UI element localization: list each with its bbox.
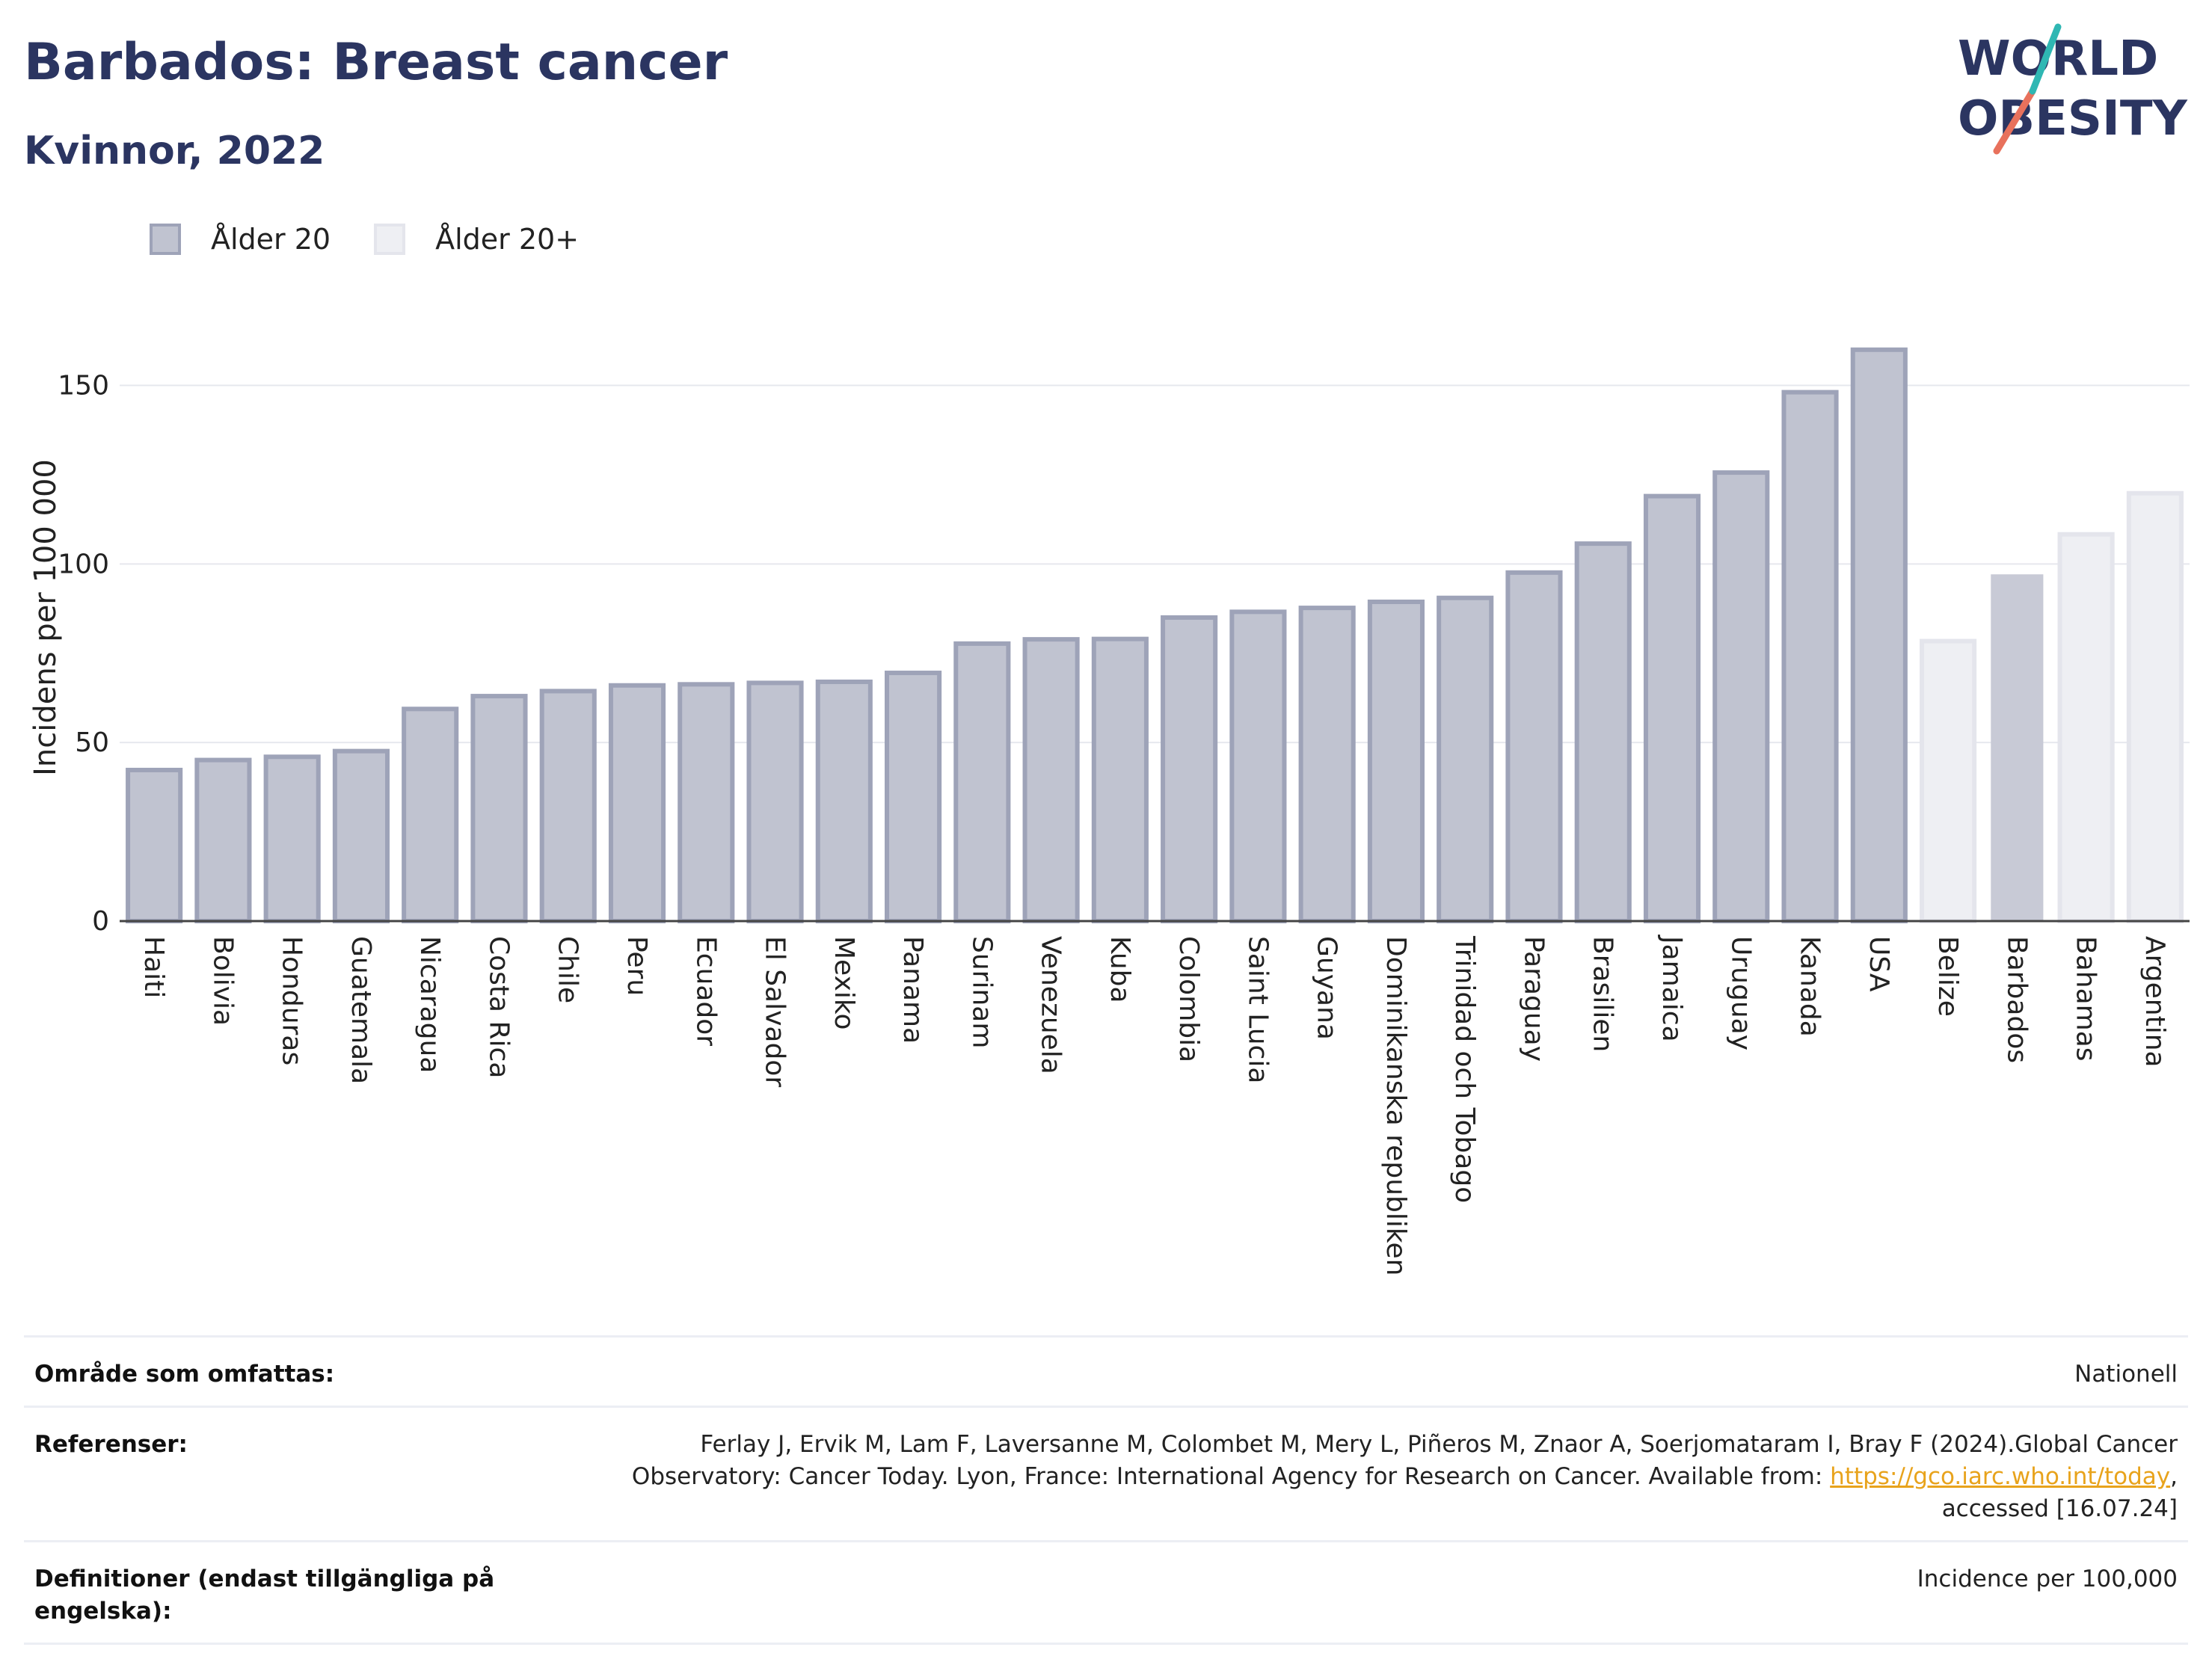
bar-surinam [953,641,1011,923]
x-tick-label: Nicaragua [414,936,445,1073]
x-tick-label: Honduras [277,936,307,1065]
x-tick-label: Costa Rica [483,936,514,1078]
page-title: Barbados: Breast cancer [24,33,728,92]
bar-usa [1850,347,1908,923]
x-tick-label: Saint Lucia [1242,936,1273,1083]
y-tick-label: 0 [92,906,109,937]
bar-bahamas [2057,532,2115,923]
x-tick-label: Panama [897,936,928,1044]
legend-label-age20plus: Ålder 20+ [435,223,580,256]
references-link[interactable]: https://gco.iarc.who.int/today [1830,1463,2171,1490]
legend-swatch-age20plus [374,224,406,255]
x-tick-label: Brasilien [1588,936,1618,1052]
bar-jamaica [1643,493,1701,924]
bar-saint-lucia [1229,609,1287,923]
y-tick-label: 50 [75,727,109,758]
bar-mexiko [815,679,873,923]
bar-paraguay [1505,570,1563,923]
logo-line2: OBESITY [1958,91,2187,147]
x-tick-label: Ecuador [690,936,721,1046]
x-tick-label: El Salvador [760,936,790,1087]
x-tick-label: Bahamas [2071,936,2101,1062]
x-tick-label: Kuba [1105,936,1135,1003]
footer-row-references: Referenser: Ferlay J, Ervik M, Lam F, La… [24,1406,2188,1540]
definitions-value: Incidence per 100,000 [1917,1566,2178,1592]
bar-belize [1920,638,1977,923]
x-tick-label: Mexiko [829,936,859,1029]
references-label: Referenser: [34,1431,188,1458]
x-tick-label: Jamaica [1656,935,1687,1042]
x-tick-label: Dominikanska republiken [1380,936,1411,1275]
bar-peru [608,683,666,923]
bar-guatemala [332,748,390,924]
x-tick-label: Kanada [1795,936,1825,1037]
x-tick-label: Paraguay [1518,936,1549,1062]
bar-dominikanska-republiken [1367,599,1425,923]
bar-honduras [263,754,321,923]
x-tick-label: Guatemala [345,936,376,1084]
x-tick-label: Trinidad och Tobago [1449,935,1480,1203]
bar-colombia [1161,615,1218,923]
y-tick-label: 100 [58,549,109,579]
bar-ecuador [678,682,735,923]
references-text: Ferlay J, Ervik M, Lam F, Laversanne M, … [631,1431,2178,1490]
bar-panama [885,671,942,923]
footer-metadata: Område som omfattas: Nationell Referense… [24,1335,2188,1645]
definitions-label: Definitioner (endast tillgängliga på eng… [34,1566,495,1625]
logo-slash-coral [1993,87,2036,155]
logo-slash-teal [2029,23,2062,95]
references-value: Ferlay J, Ervik M, Lam F, Laversanne M, … [570,1429,2178,1525]
y-axis-title: Incidens per 100 000 [28,459,63,776]
x-tick-label: Belize [1932,936,1963,1017]
x-tick-label: Venezuela [1036,936,1066,1074]
bar-kanada [1781,390,1839,923]
bar-brasilien [1574,541,1632,923]
bar-guyana [1298,606,1356,923]
x-tick-label: Surinam [966,936,997,1048]
footer-row-coverage: Område som omfattas: Nationell [24,1335,2188,1406]
bar-venezuela [1022,637,1080,923]
coverage-label: Område som omfattas: [34,1361,335,1388]
x-tick-label: Guyana [1312,936,1342,1040]
legend-swatch-age20 [150,224,181,255]
bar-kuba [1091,636,1149,923]
legend-item-age20plus[interactable]: Ålder 20+ [374,223,579,256]
coverage-value: Nationell [2074,1361,2178,1388]
page-subtitle: Kvinnor, 2022 [24,129,325,173]
x-tick-label: Bolivia [207,936,238,1026]
bar-trinidad-och-tobago [1437,595,1494,923]
legend-label-age20: Ålder 20 [211,223,331,256]
legend: Ålder 20 Ålder 20+ [150,223,622,256]
logo-line1: WORLD [1958,31,2158,87]
x-tick-label: Peru [621,936,652,996]
x-tick-label: Haiti [138,936,169,998]
bar-el-salvador [746,680,804,923]
footer-row-definitions: Definitioner (endast tillgängliga på eng… [24,1540,2188,1645]
bar-costa-rica [470,694,528,923]
bar-bolivia [194,757,252,923]
legend-item-age20[interactable]: Ålder 20 [150,223,331,256]
bar-chart: 0 50 100 150 Incidens per 100 000 Haiti Bolivi… [28,347,2190,1275]
x-tick-label: Chile [553,936,583,1003]
bar-barbados [1991,574,2044,921]
bar-nicaragua [402,707,459,923]
bar-argentina [2126,490,2184,924]
bar-haiti [126,767,183,924]
bar-chile [539,689,597,923]
x-tick-label: USA [1864,936,1894,992]
x-tick-label: Argentina [2139,936,2170,1068]
x-tick-label: Uruguay [1725,936,1756,1050]
bar-uruguay [1712,470,1770,923]
x-tick-label: Barbados [2001,936,2032,1063]
y-tick-label: 150 [58,371,109,401]
world-obesity-logo: WORLD OBESITY [1958,23,2187,155]
references-suffix: , accessed [16.07.24] [1941,1463,2178,1522]
x-tick-label: Colombia [1173,936,1204,1062]
